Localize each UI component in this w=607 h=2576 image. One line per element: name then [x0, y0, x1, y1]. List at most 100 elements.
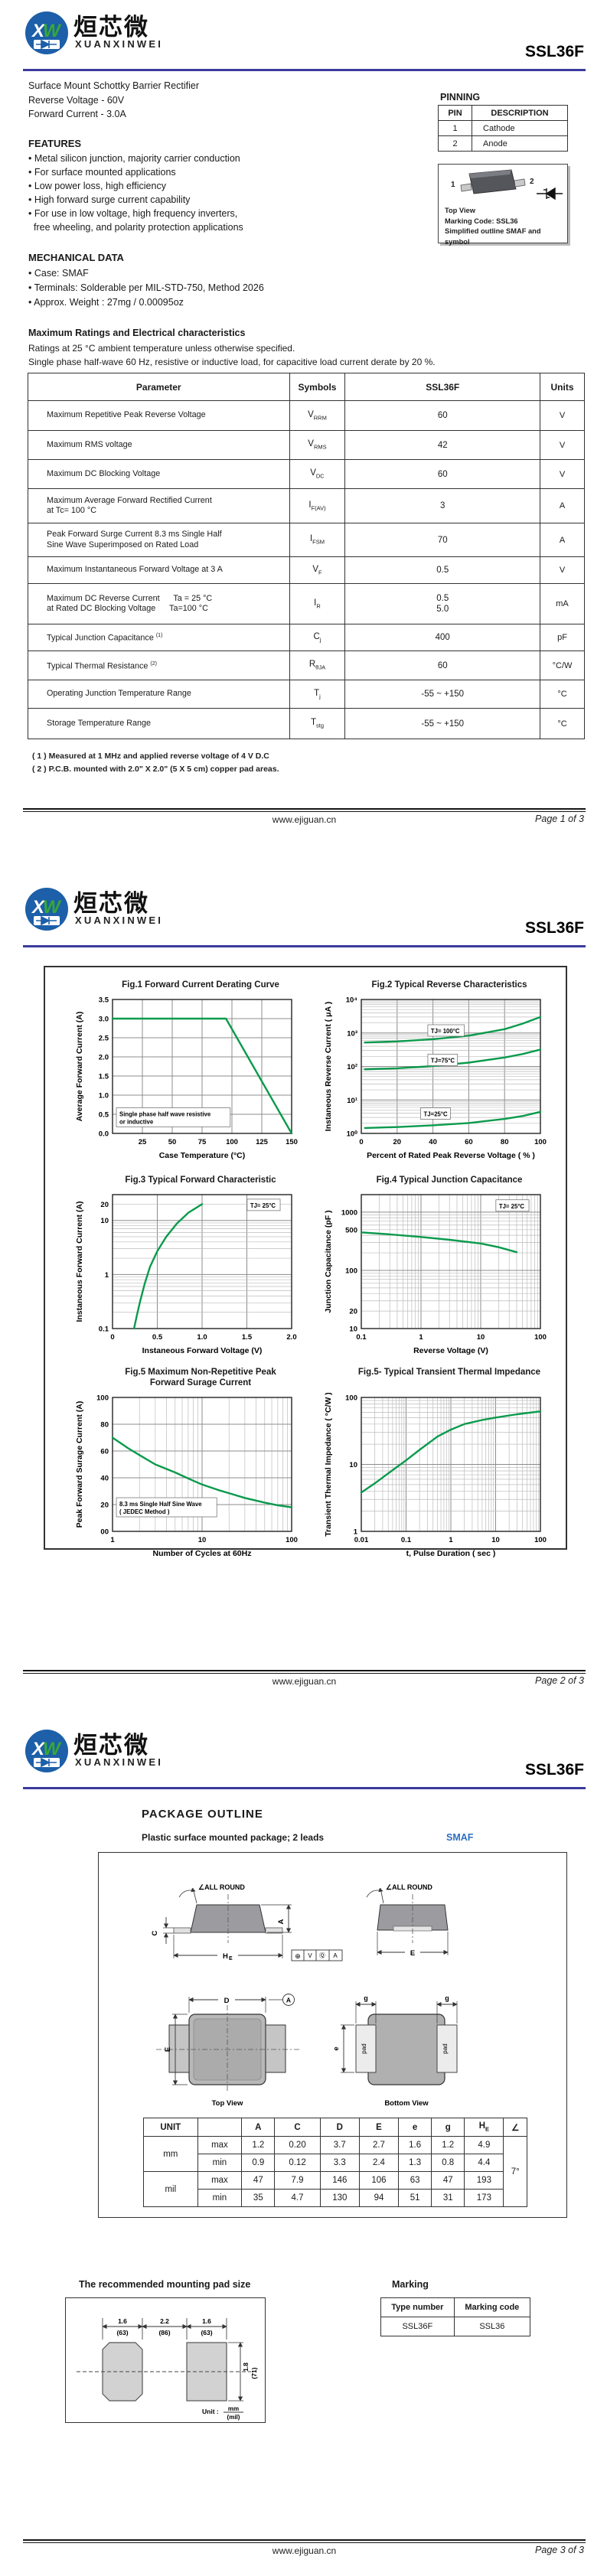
list-item: Terminals: Solderable per MIL-STD-750, M…: [28, 281, 264, 295]
svg-text:Instaneous Forward Voltage (V): Instaneous Forward Voltage (V): [142, 1346, 263, 1355]
svg-text:60: 60: [465, 1138, 473, 1146]
chart-fig3: Fig.3 Typical Forward Characteristic 0 0.…: [73, 1175, 302, 1366]
svg-text:t, Pulse Duration ( sec ): t, Pulse Duration ( sec ): [406, 1549, 496, 1558]
svg-text:1: 1: [449, 1536, 453, 1544]
marking-title: Marking: [392, 2279, 429, 2290]
svg-text:Unit :: Unit :: [202, 2408, 219, 2415]
footer-url: www.ejiguan.cn: [272, 1676, 337, 1687]
page1-header: X W 烜芯微 XUANXINWEI SSL36F: [23, 8, 586, 73]
outline-drawing: ∠ALL ROUND A C H E ⊕ V Ⓠ: [151, 1883, 458, 2108]
svg-text:150: 150: [286, 1138, 298, 1146]
diode-glyph-icon: [36, 39, 57, 50]
table-row: Maximum RMS voltage VRMS 42 V: [28, 430, 585, 460]
svg-text:50: 50: [168, 1138, 177, 1146]
fig3-plot: 0 0.5 1.0 1.5 2.0 0.1 1 10 20 Instaneous Forward …: [75, 1194, 297, 1355]
svg-text:Transient Thermal Impedance (: Transient Thermal Impedance ( °C/W ): [324, 1393, 333, 1537]
list-item: Metal silicon junction, majority carrier…: [28, 152, 243, 165]
brand-latin: XUANXINWEI: [75, 1756, 164, 1768]
svg-text:E: E: [229, 1956, 233, 1961]
chart-fig4: Fig.4 Typical Junction Capacitance 0.1 1 1…: [321, 1175, 551, 1366]
pinning-title: PINNING: [440, 92, 481, 103]
part-number: SSL36F: [524, 1761, 584, 1779]
page2-header: X W 烜芯微 XUANXINWEI SSL36F: [23, 884, 586, 950]
table-row: Typical Junction Capacitance (1) Cj 400 pF: [28, 624, 585, 651]
footnotes: ( 1 ) Measured at 1 MHz and applied reve…: [32, 752, 279, 774]
svg-text:2.2: 2.2: [160, 2317, 169, 2325]
svg-text:0.5: 0.5: [99, 1111, 109, 1120]
svg-text:75: 75: [198, 1138, 207, 1146]
svg-text:1.8: 1.8: [242, 2362, 250, 2372]
footer-url: www.ejiguan.cn: [272, 814, 337, 825]
svg-text:10¹: 10¹: [347, 1097, 357, 1105]
svg-text:Instaneous Forward Current (A: Instaneous Forward Current (A): [75, 1201, 84, 1322]
brand-chinese: 烜芯微: [73, 1732, 149, 1759]
table-row: Maximum DC Blocking Voltage VDC 60 V: [28, 459, 585, 489]
svg-text:Single phase half wave resisti: Single phase half wave resistive: [119, 1111, 211, 1118]
svg-text:(86): (86): [158, 2329, 170, 2336]
package-outline-box: 1 2 Top View Marking Code: SSL36 Simplif…: [438, 164, 568, 246]
chart-fig1: Fig.1 Forward Current Derating Curve 25 5…: [73, 980, 302, 1171]
package-captions: Top View Marking Code: SSL36 Simplified …: [445, 207, 541, 246]
chart-fig6: Fig.5- Typical Transient Thermal Impedan…: [321, 1367, 551, 1569]
svg-text:V: V: [308, 1952, 312, 1959]
svg-text:W: W: [43, 21, 62, 41]
svg-text:(63): (63): [201, 2329, 212, 2336]
list-item: Low power loss, high efficiency: [28, 179, 243, 193]
chart-title: Fig.5 Maximum Non-Repetitive Peak Forwar…: [125, 1368, 276, 1387]
svg-text:20: 20: [100, 1201, 109, 1209]
svg-text:1: 1: [419, 1333, 423, 1342]
table-row: min 35 4.7 130 94 51 31 173: [144, 2189, 527, 2207]
svg-text:8.3 ms Single Half Sine Wave: 8.3 ms Single Half Sine Wave: [119, 1501, 202, 1508]
svg-text:Ⓠ: Ⓠ: [319, 1952, 325, 1959]
svg-text:A: A: [333, 1952, 338, 1959]
dim-he-label: H: [223, 1952, 228, 1961]
svg-text:X: X: [31, 897, 46, 918]
header-rule: [23, 945, 586, 947]
table-row: 2 Anode: [438, 135, 568, 152]
svg-text:20: 20: [349, 1308, 357, 1316]
svg-text:Instaneous Reverse Current ( μ: Instaneous Reverse Current ( μA ): [324, 1002, 333, 1131]
svg-text:10: 10: [349, 1461, 357, 1469]
svg-text:(mil): (mil): [227, 2414, 240, 2421]
chart-title: Fig.4 Typical Junction Capacitance: [376, 1176, 523, 1185]
page1-footer: www.ejiguan.cn Page 1 of 3: [23, 808, 586, 825]
svg-text:X: X: [31, 21, 46, 41]
svg-text:100: 100: [345, 1394, 357, 1403]
table-row: min 0.9 0.12 3.3 2.4 1.3 0.8 4.4: [144, 2154, 527, 2172]
svg-text:0.5: 0.5: [152, 1333, 163, 1342]
table-row: mm max 1.2 0.20 3.7 2.7 1.6 1.2 4.9 7°: [143, 2136, 527, 2207]
table-row: Maximum Repetitive Peak Reverse Voltage V…: [28, 400, 585, 431]
product-subtitle: Surface Mount Schottky Barrier Rectifier…: [28, 80, 199, 119]
company-logo-icon: X W: [25, 11, 68, 54]
svg-text:0.01: 0.01: [354, 1536, 369, 1544]
pad-label: pad: [361, 2043, 367, 2053]
svg-text:( JEDEC Method ): ( JEDEC Method ): [119, 1508, 170, 1515]
svg-text:⊕: ⊕: [295, 1952, 301, 1960]
svg-text:Junction Capacitance (pF ): Junction Capacitance (pF ): [324, 1210, 333, 1312]
svg-text:100: 100: [534, 1333, 547, 1342]
svg-text:TJ= 25°C: TJ= 25°C: [499, 1203, 525, 1210]
svg-text:1.0: 1.0: [99, 1092, 109, 1101]
table-row: Maximum Instantaneous Forward Voltage at…: [28, 556, 585, 584]
dim-d-label: D: [224, 1997, 230, 2005]
diode-glyph-icon: [36, 915, 57, 926]
svg-text:1: 1: [105, 1271, 109, 1280]
footer-rule: [23, 2539, 586, 2543]
svg-text:10³: 10³: [347, 1029, 357, 1038]
svg-text:1.5: 1.5: [99, 1073, 109, 1081]
bottom-view-label: Bottom View: [384, 2099, 429, 2108]
svg-text:Percent of Rated Peak Reverse: Percent of Rated Peak Reverse Voltage ( …: [367, 1151, 535, 1160]
svg-text:TJ= 25°C: TJ= 25°C: [250, 1202, 276, 1209]
page3-header: X W 烜芯微 XUANXINWEI SSL36F: [23, 1726, 586, 1792]
dim-g-label: g: [364, 1994, 368, 2002]
brand-chinese: 烜芯微: [73, 14, 149, 41]
list-item: High forward surge current capability: [28, 193, 243, 207]
diode-glyph-icon: [36, 1757, 57, 1768]
brand-chinese: 烜芯微: [73, 890, 149, 917]
svg-text:1: 1: [110, 1536, 115, 1544]
svg-text:1.0: 1.0: [197, 1333, 207, 1342]
datum-label: A: [286, 1997, 291, 2004]
chart-fig2: Fig.2 Typical Reverse Characteristics 0 2…: [321, 980, 551, 1171]
company-logo-icon: X W: [25, 888, 68, 931]
